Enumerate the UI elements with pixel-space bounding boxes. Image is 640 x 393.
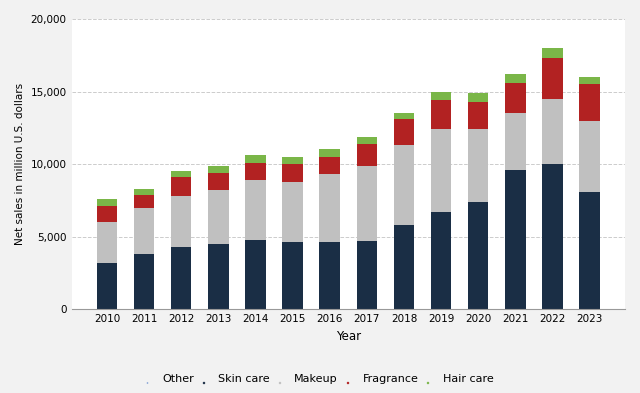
Bar xyxy=(245,155,266,163)
Bar xyxy=(579,84,600,121)
Bar xyxy=(394,145,414,225)
Bar xyxy=(542,58,563,99)
Bar xyxy=(208,165,228,173)
Bar xyxy=(245,163,266,180)
Bar xyxy=(468,129,488,202)
Bar xyxy=(431,100,451,129)
Bar xyxy=(319,174,340,242)
Y-axis label: Net sales in million U.S. dollars: Net sales in million U.S. dollars xyxy=(15,83,25,245)
Bar xyxy=(97,263,117,309)
Bar xyxy=(431,92,451,100)
Bar xyxy=(579,77,600,84)
Bar xyxy=(134,189,154,195)
Bar xyxy=(431,212,451,309)
Bar xyxy=(356,137,377,144)
Bar xyxy=(394,225,414,309)
Bar xyxy=(542,164,563,309)
Bar xyxy=(319,149,340,157)
Bar xyxy=(245,180,266,240)
Bar xyxy=(505,83,525,113)
Bar xyxy=(468,102,488,129)
Bar xyxy=(505,74,525,83)
Bar xyxy=(468,202,488,309)
Bar xyxy=(394,112,414,119)
Bar xyxy=(97,199,117,206)
Bar xyxy=(542,99,563,164)
Bar xyxy=(208,190,228,244)
Bar xyxy=(282,157,303,164)
X-axis label: Year: Year xyxy=(336,330,361,343)
Bar xyxy=(282,182,303,242)
Bar xyxy=(208,244,228,309)
Bar xyxy=(505,170,525,309)
Bar xyxy=(356,241,377,309)
Bar xyxy=(356,165,377,241)
Bar xyxy=(394,119,414,145)
Bar xyxy=(245,240,266,309)
Bar xyxy=(97,222,117,263)
Bar xyxy=(579,121,600,192)
Bar xyxy=(319,157,340,174)
Bar xyxy=(208,173,228,190)
Bar xyxy=(542,48,563,58)
Bar xyxy=(97,206,117,222)
Bar xyxy=(171,196,191,247)
Bar xyxy=(171,171,191,177)
Bar xyxy=(282,242,303,309)
Bar xyxy=(171,177,191,196)
Bar xyxy=(505,113,525,170)
Bar xyxy=(282,164,303,182)
Bar xyxy=(171,247,191,309)
Legend: Other, Skin care, Makeup, Fragrance, Hair care: Other, Skin care, Makeup, Fragrance, Hai… xyxy=(143,371,497,387)
Bar xyxy=(468,93,488,102)
Bar xyxy=(134,195,154,208)
Bar xyxy=(134,208,154,254)
Bar xyxy=(319,242,340,309)
Bar xyxy=(134,254,154,309)
Bar xyxy=(579,192,600,309)
Bar xyxy=(431,129,451,212)
Bar xyxy=(356,144,377,165)
